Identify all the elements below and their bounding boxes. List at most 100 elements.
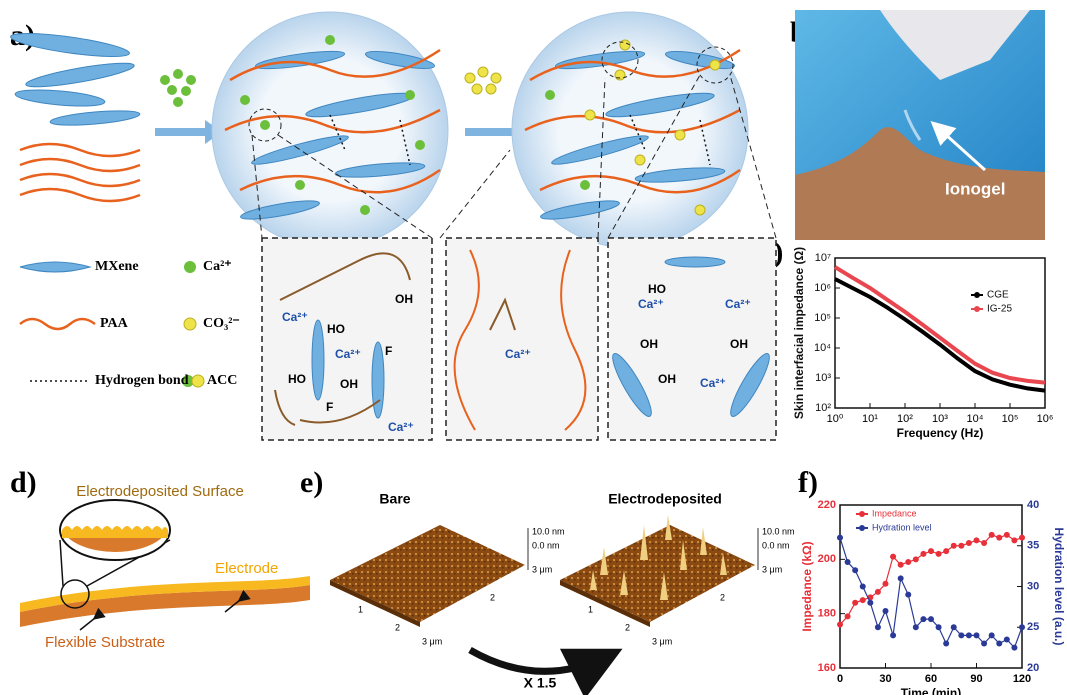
x-tick-label: 10³ [932,413,948,425]
afm-scale: 3 μm [762,564,782,574]
data-point [1011,537,1018,544]
legend-label: Hydration level [872,522,932,532]
afm-art [330,515,759,695]
chem-label: Ca²⁺ [282,310,308,324]
data-point [852,567,859,574]
chem-label: Ca²⁺ [638,297,664,311]
afm-title: Electrodeposited [608,491,722,507]
data-point [874,588,881,595]
inset-1-labels: Ca²⁺ HO Ca²⁺ F HO OH F OH Ca²⁺ [282,292,414,434]
data-point [890,632,897,639]
x-tick-label: 10¹ [862,413,878,425]
afm-axis: 2 [625,622,630,632]
chem-label: HO [327,322,345,336]
legend-label: CGE [987,290,1009,301]
scale-factor: X 1.5 [524,675,557,691]
y-tick-label: 10⁴ [814,342,831,354]
y2-tick-label: 35 [1027,540,1039,552]
diagram-label: Flexible Substrate [45,634,165,651]
legend-label: Hydrogen bond [95,373,189,388]
data-point [859,583,866,590]
x-tick-label: 10⁴ [967,413,984,425]
data-point [837,534,843,541]
afm-axis: 1 [588,604,593,614]
chem-label: OH [340,377,358,391]
data-point [1019,624,1025,631]
afm-axis: 2 [490,592,495,602]
panel-label: e) [300,466,323,499]
data-point [897,575,904,582]
legend-label: ACC [207,373,237,388]
data-point [950,624,957,631]
diagram-label: Electrode [215,560,278,577]
data-point [1011,644,1018,651]
afm-scale: 3 μm [532,564,552,574]
data-point [1003,531,1010,538]
chem-label: Ca²⁺ [700,376,726,390]
data-point [844,559,851,566]
afm-scale: 10.0 nm [762,526,795,536]
afm-axis: 2 [395,622,400,632]
photo [795,10,1045,240]
y-tick-label: 160 [818,662,836,674]
data-point [943,548,950,555]
data-point [844,613,851,620]
legend-label: IG-25 [987,304,1012,315]
data-point [935,624,942,631]
afm-title: Bare [379,491,410,507]
data-point [973,632,980,639]
legend-marker [974,292,980,298]
x-tick-label: 10⁵ [1002,413,1019,425]
electrode-art [20,499,310,631]
afm-axis: 1 [358,604,363,614]
y-tick-label: 200 [818,553,836,565]
chem-label: Ca²⁺ [725,297,751,311]
series-line [834,277,1046,393]
data-point [882,607,889,614]
data-point [943,640,950,647]
y2-tick-label: 40 [1027,499,1039,511]
data-point [920,550,927,557]
x-axis-label: Frequency (Hz) [897,426,984,440]
legend-label: Impedance [872,508,917,518]
chem-label: Ca²⁺ [335,347,361,361]
x-tick-label: 120 [1013,673,1031,685]
data-point [988,531,995,538]
x-tick-label: 10⁶ [1037,413,1054,425]
data-point [882,580,889,587]
afm-scale: 10.0 nm [532,526,565,536]
chem-label: OH [640,337,658,351]
legend-marker [974,306,980,312]
y-tick-label: 10⁷ [815,252,831,264]
afm-scale: 0.0 nm [532,540,560,550]
data-point [996,534,1003,541]
data-point [1003,636,1010,643]
x-tick-label: 90 [970,673,982,685]
y2-tick-label: 25 [1027,621,1039,633]
chem-label: Ca²⁺ [388,420,414,434]
data-point [928,616,934,623]
y-tick-label: 220 [818,499,836,511]
data-point [981,640,988,647]
afm-axis: 3 μm [652,636,672,646]
afm-scale: 0.0 nm [762,540,790,550]
x-tick-label: 10² [897,413,913,425]
chem-label: OH [395,292,413,306]
data-point [912,624,919,631]
panel-label: d) [10,466,37,499]
x-tick-label: 30 [879,673,891,685]
y-tick-label: 10⁵ [814,312,831,324]
x-axis-label: Time (min) [901,686,961,695]
data-point [905,559,912,566]
y-tick-label: 10² [815,402,831,414]
inset-3-labels: Ca²⁺ Ca²⁺ HO OH OH OH Ca²⁺ [638,282,751,390]
series-line [833,265,1046,385]
afm-axis: 2 [720,592,725,602]
y2-tick-label: 30 [1027,580,1039,592]
data-point [837,621,843,628]
data-point [988,632,995,639]
legend-marker [859,525,865,531]
data-point [935,550,942,557]
chem-label: Ca²⁺ [505,347,531,361]
legend-label: PAA [100,316,129,331]
